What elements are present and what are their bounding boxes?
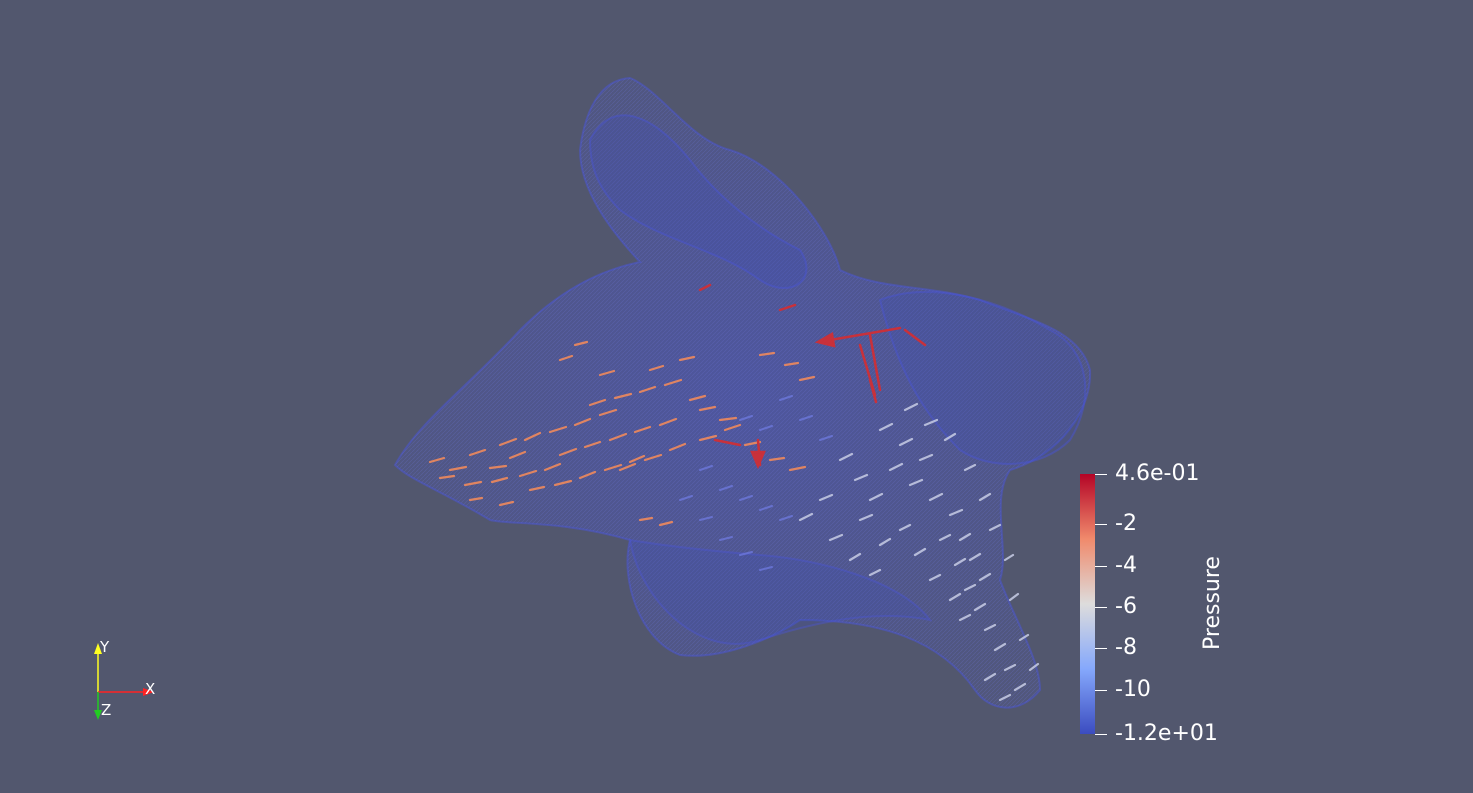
scalar-bar-tick [1095,690,1107,691]
x-axis-label: X [145,680,156,698]
scalar-bar-label: -2 [1115,511,1137,536]
glyphs-low-pressure [798,402,1040,702]
scalar-bar-tick [1095,607,1107,608]
y-axis-label: Y [100,638,110,656]
scalar-bar-tick [1095,648,1107,649]
scalar-bar-tick [1095,566,1107,567]
scalar-bar-tick [1095,474,1107,475]
scalar-bar: 4.6e-01 -2 -4 -6 -8 -10 -1.2e+01 Pressur… [1080,463,1280,745]
z-axis-arrow-icon [94,710,102,720]
z-axis-label: Z [101,701,112,719]
scalar-bar-label: -10 [1115,677,1151,702]
orientation-axes: Y X Z [80,635,170,725]
glyphs-mid-pressure [679,395,833,571]
y-axis-arrow-icon [94,643,102,654]
mesh-surface [393,76,1092,709]
scalar-bar-tick [1095,734,1107,735]
scalar-bar-label-max: 4.6e-01 [1115,461,1200,486]
scalar-bar-label: -6 [1115,594,1137,619]
glyphs-high-pressure [428,340,816,527]
scalar-bar-label-min: -1.2e+01 [1115,721,1218,746]
orientation-axes-glyph [94,643,154,720]
scalar-bar-label: -4 [1115,553,1137,578]
scalar-bar-title: Pressure [1200,556,1225,650]
scalar-bar-label: -8 [1115,635,1137,660]
x-axis-arrow-icon [143,688,154,696]
scalar-bar-tick [1095,524,1107,525]
glyphs-peak-pressure [698,283,927,470]
color-bar [1080,474,1095,734]
